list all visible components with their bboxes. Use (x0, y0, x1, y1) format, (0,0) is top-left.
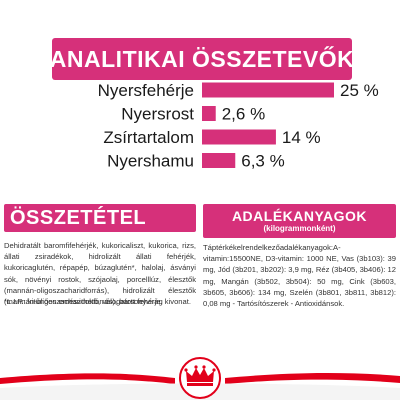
additives-title: ADALÉKANYAGOK (231, 207, 368, 224)
additives-text: Táptérkékelrendelkezőadalékanyagok:A-vit… (203, 243, 396, 309)
bar-value-nyersrost: 2,6 % (222, 105, 265, 124)
bar-nyersfeherje (202, 82, 334, 98)
bar-nyersrost (202, 106, 216, 121)
bar-nyershamu (202, 153, 236, 168)
composition-text: Dehidratált baromfifehérjék, kukoricalis… (4, 241, 196, 307)
analytical-title-banner: ANALITIKAI ÖSSZETEVŐK (49, 38, 355, 80)
analytical-title: ANALITIKAI ÖSSZETEVŐK (49, 45, 355, 72)
bar-value-nyershamu: 6,3 % (241, 152, 284, 171)
crown-icon (179, 357, 221, 399)
footer-red-stripe-left (0, 373, 175, 384)
composition-note: *L.I.P.: kitűnően emészthető, válogatott… (4, 297, 163, 306)
bar-zsirtartalom (202, 129, 276, 145)
bar-value-nyersfeherje: 25 % (340, 81, 379, 100)
composition-title: ÖSSZETÉTEL (10, 206, 147, 229)
additives-subtitle: (kilogrammonként) (263, 223, 336, 233)
footer-red-stripe-right (225, 372, 400, 384)
bar-value-zsirtartalom: 14 % (282, 128, 321, 147)
bar-label-nyershamu: Nyershamu (107, 152, 194, 171)
bar-label-nyersfeherje: Nyersfehérje (98, 81, 194, 100)
analytical-bar-chart: Nyersfehérje Nyersrost Zsírtartalom Nyersha… (98, 81, 379, 171)
bar-label-zsirtartalom: Zsírtartalom (103, 128, 194, 147)
footer-band (0, 357, 400, 400)
composition-header: ÖSSZETÉTEL (4, 204, 196, 232)
additives-header: ADALÉKANYAGOK (kilogrammonként) (203, 204, 396, 238)
bar-label-nyersrost: Nyersrost (121, 105, 194, 124)
